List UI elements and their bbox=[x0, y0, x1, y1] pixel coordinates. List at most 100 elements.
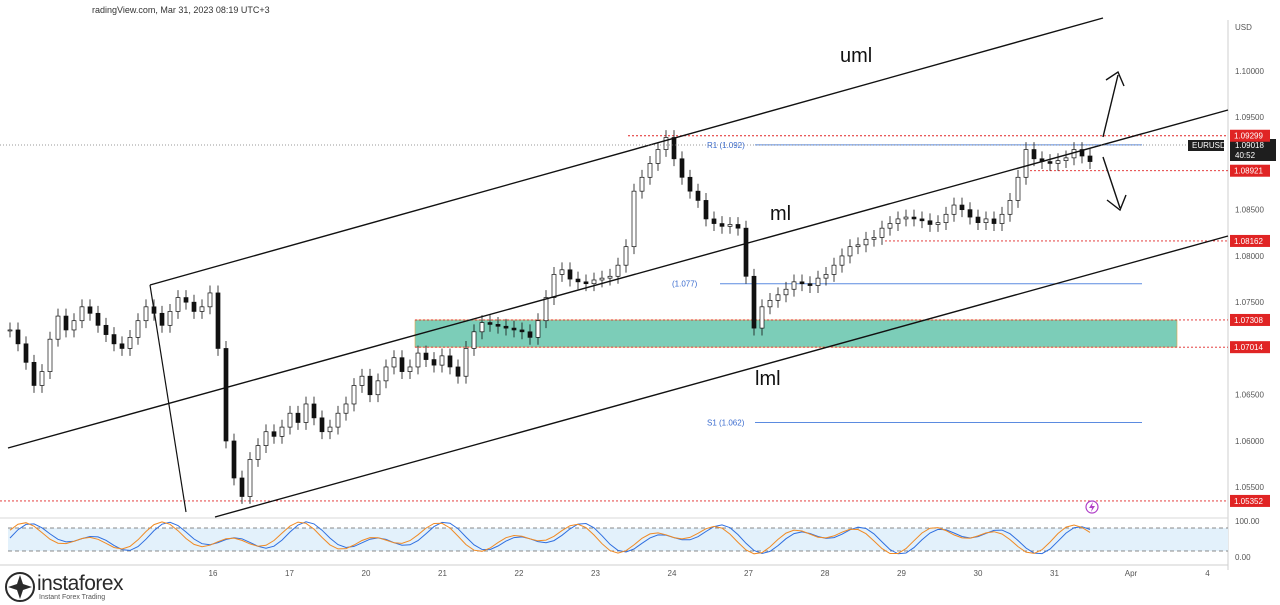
uml-label: uml bbox=[840, 45, 872, 67]
logo-tagline: Instant Forex Trading bbox=[39, 594, 106, 601]
candle-body bbox=[1007, 200, 1013, 215]
candle-body bbox=[287, 412, 293, 428]
price-tick-label: 1.06000 bbox=[1235, 437, 1264, 446]
time-ticks: 1415161720212223242728293031Apr4 bbox=[56, 569, 1211, 578]
time-tick-label: 21 bbox=[438, 569, 447, 578]
time-tick-label: 20 bbox=[362, 569, 371, 578]
level-tag-text: 1.09299 bbox=[1234, 132, 1263, 141]
candle-body bbox=[39, 371, 45, 386]
candle-body bbox=[1015, 176, 1021, 201]
level-tag-text: 1.07014 bbox=[1234, 343, 1263, 352]
candle-body bbox=[1031, 149, 1037, 160]
candle-body bbox=[775, 294, 781, 301]
candle-body bbox=[159, 312, 165, 326]
candle-body bbox=[271, 431, 277, 437]
candle-body bbox=[583, 281, 589, 285]
candle-body bbox=[647, 163, 653, 178]
candle-body bbox=[663, 137, 669, 150]
up-arrow bbox=[1102, 70, 1125, 138]
median-line bbox=[7, 109, 1229, 449]
candle-body bbox=[527, 331, 533, 338]
level-tag-text: 1.08162 bbox=[1234, 237, 1263, 246]
pivot-lines: R1 (1.092) (1.077) S1 (1.062) bbox=[672, 141, 1142, 427]
candle-body bbox=[295, 412, 301, 423]
candle-body bbox=[783, 288, 789, 296]
osc-tick-100: 100.00 bbox=[1235, 517, 1260, 526]
candle-body bbox=[223, 348, 229, 442]
candle-body bbox=[471, 331, 477, 349]
lml-label: lml bbox=[755, 368, 781, 390]
candle-body bbox=[383, 366, 389, 382]
candle-body bbox=[895, 218, 901, 224]
candle-body bbox=[879, 227, 885, 238]
time-tick-label: 29 bbox=[897, 569, 906, 578]
candle-body bbox=[63, 315, 69, 331]
candle-body bbox=[591, 279, 597, 285]
candle-body bbox=[399, 357, 405, 372]
candle-body bbox=[455, 366, 461, 377]
candle-body bbox=[79, 306, 85, 322]
chart-header: radingView.com, Mar 31, 2023 08:19 UTC+3 bbox=[92, 5, 270, 15]
candle-body bbox=[807, 283, 813, 286]
candle-body bbox=[567, 269, 573, 280]
candle-body bbox=[351, 385, 357, 405]
candle-body bbox=[679, 158, 685, 178]
candle-body bbox=[191, 301, 197, 312]
candle-body bbox=[671, 137, 677, 160]
candle-body bbox=[263, 431, 269, 446]
candle-body bbox=[1055, 160, 1061, 164]
oscillator-band bbox=[8, 528, 1228, 551]
level-tags: 1.09299 1.08921 1.08162 1.07308 1.07014 1.053… bbox=[1230, 129, 1270, 507]
candle-body bbox=[415, 352, 421, 368]
candle-body bbox=[71, 320, 77, 331]
candle-body bbox=[343, 403, 349, 414]
candle-body bbox=[631, 190, 637, 248]
instaforex-logo: instaforex Instant Forex Trading bbox=[4, 570, 144, 604]
level-tag bbox=[1230, 234, 1270, 247]
logo-icon bbox=[5, 572, 35, 602]
candle-body bbox=[1079, 149, 1085, 157]
candle-body bbox=[519, 329, 525, 333]
candle-body bbox=[407, 366, 413, 372]
pivot-label: R1 (1.092) bbox=[707, 141, 745, 150]
candle-body bbox=[439, 355, 445, 366]
time-tick-label: 4 bbox=[1205, 569, 1210, 578]
candle-body bbox=[535, 320, 541, 338]
candle-body bbox=[911, 216, 917, 220]
pitchfork-handle bbox=[149, 284, 187, 513]
time-tick-label: 24 bbox=[668, 569, 677, 578]
candle-body bbox=[479, 322, 485, 333]
level-tag bbox=[1230, 494, 1270, 507]
logo-name: instaforex bbox=[37, 572, 124, 595]
candle-body bbox=[743, 227, 749, 277]
candle-body bbox=[1023, 149, 1029, 178]
level-tag-text: 1.05352 bbox=[1234, 497, 1263, 506]
current-price-value: 1.09018 bbox=[1235, 141, 1264, 150]
time-tick-label: 27 bbox=[744, 569, 753, 578]
price-tick-label: 1.09500 bbox=[1235, 113, 1264, 122]
candle-body bbox=[1087, 155, 1093, 162]
candle-body bbox=[95, 312, 101, 326]
pivot-label: S1 (1.062) bbox=[707, 418, 745, 427]
candle-body bbox=[447, 355, 453, 368]
lightning-icon[interactable] bbox=[1085, 500, 1099, 514]
candle-body bbox=[967, 209, 973, 218]
candle-body bbox=[767, 299, 773, 308]
candle-body bbox=[31, 361, 37, 386]
candle-body bbox=[55, 315, 61, 340]
candle-body bbox=[575, 278, 581, 283]
candle-body bbox=[623, 246, 629, 266]
candle-body bbox=[431, 359, 437, 366]
down-arrow bbox=[1102, 156, 1127, 212]
candle-body bbox=[687, 176, 693, 192]
candle-body bbox=[815, 277, 821, 286]
candle-body bbox=[247, 459, 253, 497]
candle-body bbox=[759, 306, 765, 329]
candle-body bbox=[327, 426, 333, 433]
candle-body bbox=[183, 297, 189, 303]
candle-body bbox=[975, 216, 981, 223]
candle-body bbox=[111, 334, 117, 345]
candle-body bbox=[215, 292, 221, 349]
currency-label: USD bbox=[1235, 23, 1252, 32]
